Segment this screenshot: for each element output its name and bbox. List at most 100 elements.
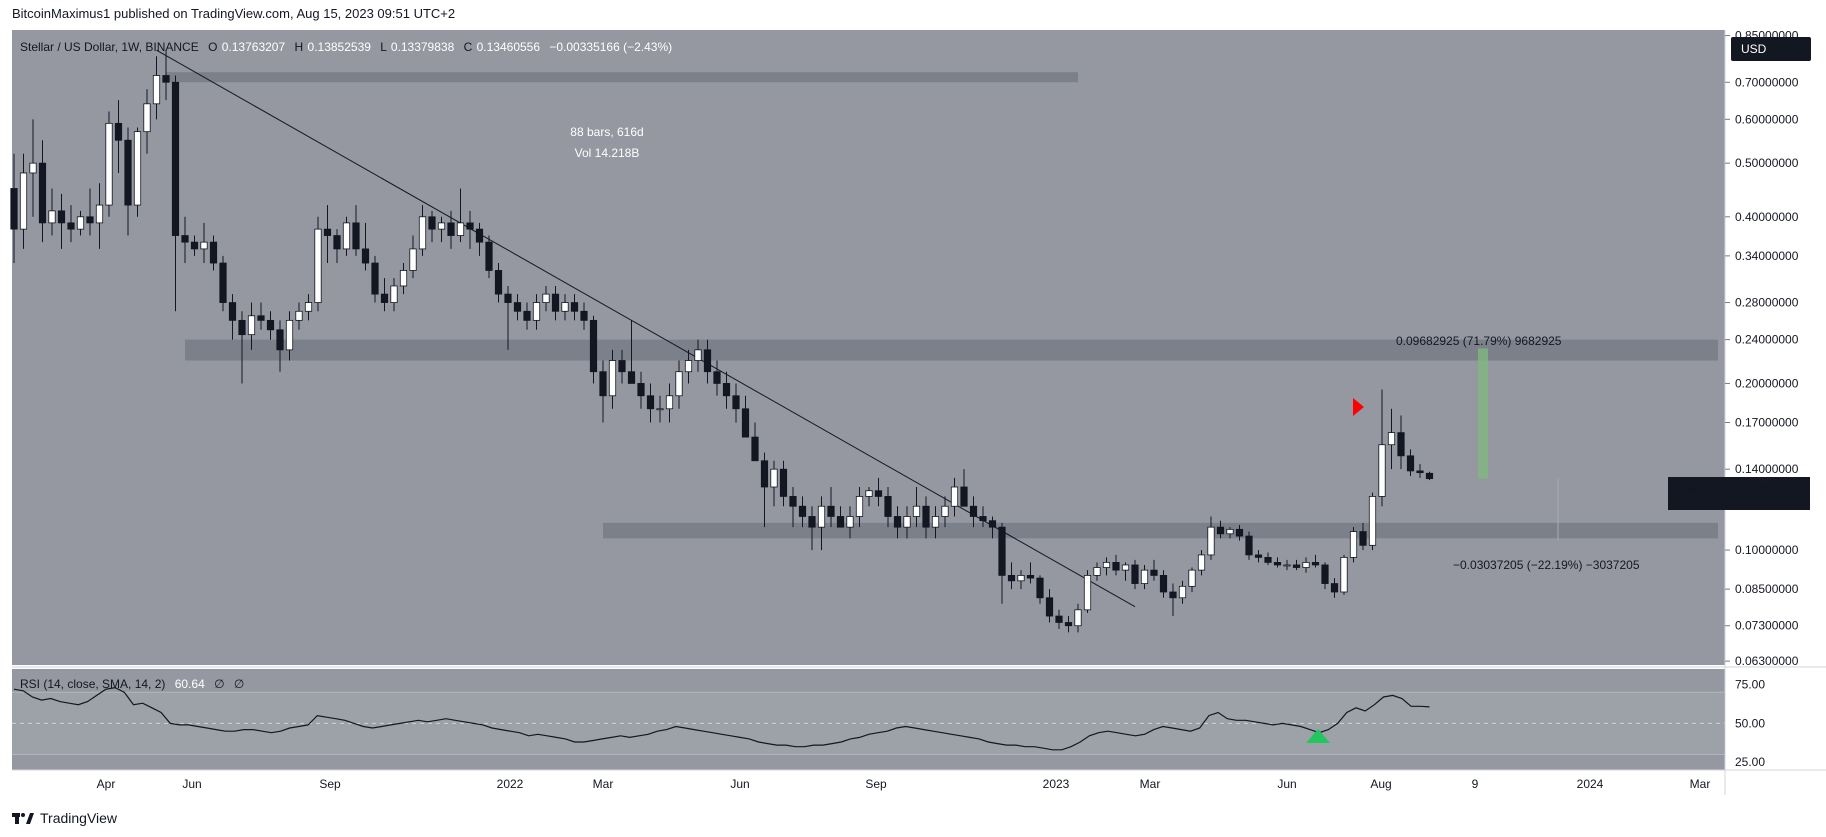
candle[interactable]	[922, 496, 930, 539]
candle[interactable]	[466, 210, 474, 249]
candle[interactable]	[627, 320, 636, 384]
candle[interactable]	[333, 229, 341, 264]
candle[interactable]	[969, 496, 978, 528]
horizontal-zone-1[interactable]	[603, 522, 1718, 539]
last-price-tag[interactable]: XLMUSD 0.13460556 5d 17h	[1668, 477, 1810, 510]
candle[interactable]	[257, 302, 265, 330]
candle[interactable]	[1406, 449, 1415, 477]
candle[interactable]	[285, 311, 294, 361]
candle[interactable]	[542, 285, 550, 312]
candle[interactable]	[67, 205, 75, 243]
candle[interactable]	[931, 506, 940, 539]
candle[interactable]	[437, 216, 446, 243]
rsi-line[interactable]	[13, 686, 1430, 751]
candle[interactable]	[48, 188, 56, 236]
candle[interactable]	[1140, 564, 1149, 590]
candle[interactable]	[998, 522, 1006, 604]
candle[interactable]	[494, 263, 503, 303]
candle[interactable]	[409, 235, 417, 279]
candle[interactable]	[1302, 557, 1310, 573]
candle[interactable]	[1159, 570, 1168, 598]
price-chart[interactable]: 0.850000000.700000000.600000000.50000000…	[0, 0, 1826, 800]
candle[interactable]	[152, 56, 161, 120]
candle[interactable]	[741, 395, 750, 438]
candle[interactable]	[722, 371, 731, 409]
candle[interactable]	[523, 302, 531, 330]
candle[interactable]	[618, 349, 626, 384]
candle[interactable]	[1368, 492, 1377, 551]
candle[interactable]	[1254, 550, 1263, 563]
candle[interactable]	[1321, 562, 1329, 590]
candle[interactable]	[314, 216, 322, 312]
candle[interactable]	[1216, 520, 1225, 539]
candle[interactable]	[827, 487, 835, 528]
candle[interactable]	[979, 506, 987, 528]
candle[interactable]	[1121, 562, 1130, 581]
candle[interactable]	[960, 469, 968, 507]
candle[interactable]	[713, 360, 721, 396]
candle[interactable]	[295, 302, 303, 330]
candle[interactable]	[589, 315, 598, 384]
candle[interactable]	[276, 320, 284, 372]
candle[interactable]	[656, 395, 664, 423]
candle[interactable]	[1131, 559, 1139, 590]
candle[interactable]	[200, 222, 208, 264]
candle[interactable]	[447, 210, 455, 249]
candle[interactable]	[1102, 557, 1111, 576]
candle[interactable]	[399, 263, 408, 295]
candle[interactable]	[1340, 554, 1348, 595]
candle[interactable]	[504, 285, 512, 350]
candle[interactable]	[1397, 415, 1405, 470]
candle[interactable]	[912, 487, 921, 528]
candle[interactable]	[703, 339, 712, 384]
candle[interactable]	[171, 75, 180, 312]
candle[interactable]	[114, 100, 123, 173]
upside-target-bar[interactable]	[1478, 348, 1488, 479]
candle[interactable]	[770, 460, 778, 507]
candle[interactable]	[219, 255, 227, 312]
candle[interactable]	[1064, 616, 1073, 633]
candle[interactable]	[38, 140, 47, 243]
candle[interactable]	[29, 119, 37, 217]
candle[interactable]	[988, 516, 997, 539]
candle[interactable]	[124, 127, 132, 236]
candle[interactable]	[665, 383, 674, 423]
candle[interactable]	[884, 487, 892, 528]
candle[interactable]	[950, 477, 959, 517]
candle[interactable]	[162, 50, 170, 101]
candle[interactable]	[561, 294, 569, 321]
candle[interactable]	[1178, 580, 1187, 604]
candle[interactable]	[1169, 583, 1177, 617]
candle[interactable]	[608, 349, 617, 409]
horizontal-zone-2[interactable]	[166, 72, 1078, 83]
candle[interactable]	[485, 235, 493, 279]
candle[interactable]	[903, 506, 911, 539]
candle[interactable]	[1359, 522, 1367, 551]
candle[interactable]	[1283, 559, 1291, 571]
candle[interactable]	[19, 153, 28, 249]
candle[interactable]	[1378, 389, 1386, 507]
candle[interactable]	[1416, 464, 1424, 478]
candle[interactable]	[10, 153, 18, 264]
candle[interactable]	[181, 216, 189, 264]
candle[interactable]	[941, 496, 949, 528]
candle[interactable]	[76, 210, 85, 236]
candle[interactable]	[1083, 570, 1092, 613]
candle[interactable]	[846, 506, 854, 539]
candle[interactable]	[247, 302, 256, 350]
candle[interactable]	[551, 285, 560, 321]
candle[interactable]	[456, 188, 465, 243]
currency-button[interactable]: USD	[1731, 37, 1811, 61]
candle[interactable]	[1311, 554, 1320, 568]
candle[interactable]	[646, 383, 655, 423]
candle[interactable]	[836, 506, 845, 528]
candle[interactable]	[133, 127, 142, 217]
candle[interactable]	[390, 278, 398, 312]
candle[interactable]	[371, 255, 379, 303]
candle[interactable]	[1330, 578, 1339, 598]
candle[interactable]	[1045, 589, 1054, 623]
candle[interactable]	[1245, 531, 1253, 560]
candle[interactable]	[86, 188, 94, 236]
candle[interactable]	[751, 422, 759, 462]
candle[interactable]	[798, 496, 807, 528]
